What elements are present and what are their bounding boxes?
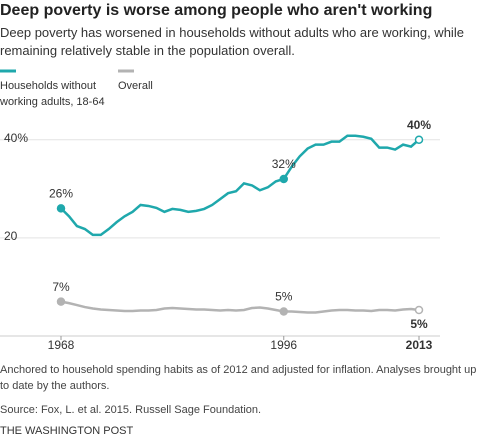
y-tick-label: 40% xyxy=(4,131,28,145)
legend-label: Overall xyxy=(118,80,153,92)
y-tick-label: 20 xyxy=(4,229,18,243)
data-label: 32% xyxy=(272,157,296,171)
point xyxy=(414,305,424,315)
notes: Anchored to household spending habits as… xyxy=(0,364,477,392)
credit: THE WASHINGTON POST xyxy=(0,425,134,437)
point xyxy=(56,297,66,306)
x-tick-label: 1996 xyxy=(270,338,297,352)
data-label: 7% xyxy=(52,280,70,294)
line xyxy=(60,134,420,237)
point xyxy=(279,174,289,184)
data-label: 5% xyxy=(410,317,428,331)
data-label: 40% xyxy=(407,118,431,132)
legend-label: Households without working adults, 18-64 xyxy=(0,80,105,108)
x-tick-label: 2013 xyxy=(406,338,433,352)
data-label: 26% xyxy=(49,187,73,201)
line xyxy=(60,300,420,314)
point xyxy=(414,135,424,144)
x-tick-label: 1968 xyxy=(48,338,75,352)
chart-title: Deep poverty is worse among people who a… xyxy=(0,2,433,19)
source: Source: Fox, L. et al. 2015. Russell Sag… xyxy=(0,404,262,416)
data-label: 5% xyxy=(275,290,293,304)
point xyxy=(279,307,289,316)
chart-subtitle: Deep poverty has worsened in households … xyxy=(0,25,464,58)
point xyxy=(56,204,66,213)
